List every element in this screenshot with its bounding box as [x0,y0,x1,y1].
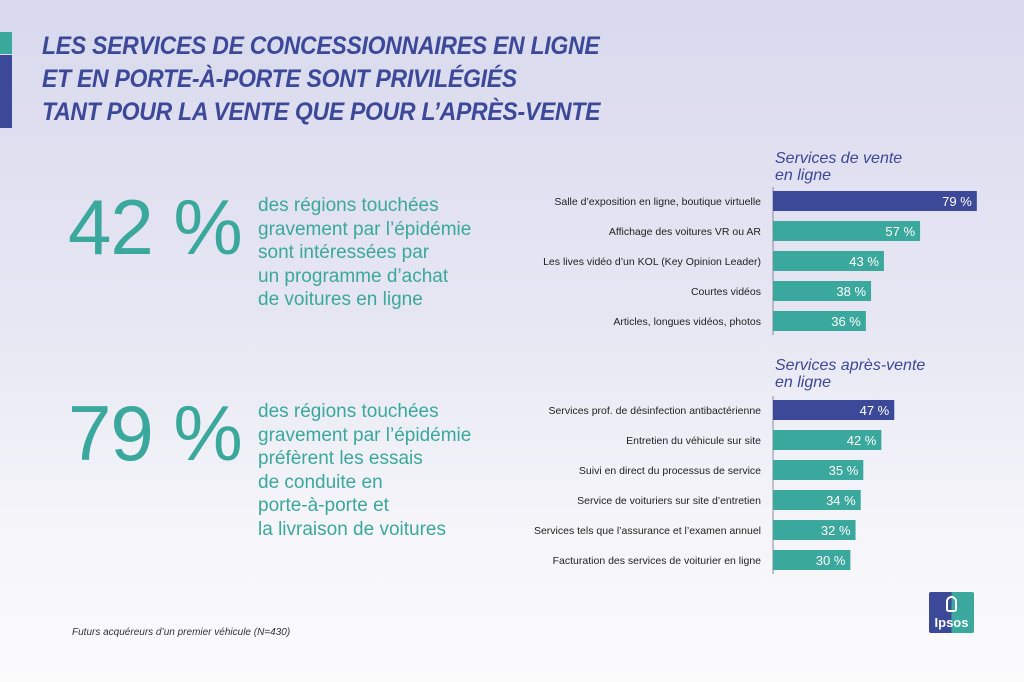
stat-line: la livraison de voitures [258,518,446,540]
ipsos-logo: Ipsos [929,592,974,633]
stat-text-1: des régions touchées gravement par l’épi… [258,194,471,312]
category-label: Services tels que l’assurance et l’exame… [534,525,761,537]
bar [773,400,895,420]
bar [773,281,872,301]
bar [773,221,921,241]
title-line: TANT POUR LA VENTE QUE POUR L’APRÈS-VENT… [42,98,601,126]
bar-value-label: 43 % [849,254,879,269]
stat-line: gravement par l’épidémie [258,424,472,446]
bar-value-label: 42 % [847,433,877,448]
title-line: ET EN PORTE-À-PORTE SONT PRIVILÉGIÉS [42,65,517,93]
bar [773,251,884,271]
footnote: Futurs acquéreurs d’un premier véhicule … [72,627,291,638]
category-label: Suivi en direct du processus de service [579,465,761,477]
category-label: Articles, longues vidéos, photos [613,316,761,328]
section-title-line: Services de vente [775,150,903,167]
stat-value-2: 79 % [68,389,243,477]
stat-value-1: 42 % [68,183,243,271]
section-title-sales: Services de vente en ligne [775,150,902,184]
category-label: Affichage des voitures VR ou AR [609,226,762,238]
bar [773,430,882,450]
bar [773,490,861,510]
stat-line: gravement par l’épidémie [258,218,472,240]
stat-line: sont intéressées par [258,242,430,263]
bar-value-label: 47 % [860,403,890,418]
stat-line: un programme d’achat [258,265,449,287]
stat-text-2: des régions touchées gravement par l’épi… [258,400,471,541]
stat-line: de voitures en ligne [258,289,423,310]
category-label: Services prof. de désinfection antibacté… [549,405,762,417]
bar [773,550,851,570]
page-title: LES SERVICES DE CONCESSIONNAIRES EN LIGN… [42,30,600,129]
bar-value-label: 32 % [821,523,851,538]
accent-bar-teal [0,32,12,54]
category-label: Courtes vidéos [691,286,761,298]
head-icon [946,596,957,612]
bar-value-label: 36 % [831,314,861,329]
category-label: Les lives vidéo d’un KOL (Key Opinion Le… [543,256,761,268]
stat-line: préfèrent les essais [258,448,423,469]
section-title-line: en ligne [775,167,832,184]
bar-value-label: 30 % [816,553,846,568]
bar [773,191,977,211]
bar-value-label: 57 % [885,224,915,239]
bar [773,520,856,540]
section-title-line: en ligne [775,374,832,391]
stat-line: de conduite en [258,471,383,493]
title-line: LES SERVICES DE CONCESSIONNAIRES EN LIGN… [42,32,600,60]
stat-line: porte-à-porte et [258,495,389,516]
logo-text: Ipsos [934,615,969,630]
bar [773,311,866,331]
category-label: Entretien du véhicule sur site [626,435,761,447]
bar-value-label: 35 % [829,463,859,478]
bar [773,460,864,480]
stat-line: des régions touchées [258,401,439,422]
category-label: Service de voituriers sur site d’entreti… [577,495,761,507]
bar-value-label: 38 % [836,284,866,299]
accent-bar-navy [0,55,12,128]
category-label: Salle d’exposition en ligne, boutique vi… [554,196,761,208]
stat-line: des régions touchées [258,195,439,216]
section-title-line: Services après-vente [775,357,926,374]
section-title-aftersales: Services après-vente en ligne [775,357,925,391]
bar-value-label: 34 % [826,493,856,508]
bar-value-label: 79 % [942,194,972,209]
category-label: Facturation des services de voiturier en… [553,555,762,567]
